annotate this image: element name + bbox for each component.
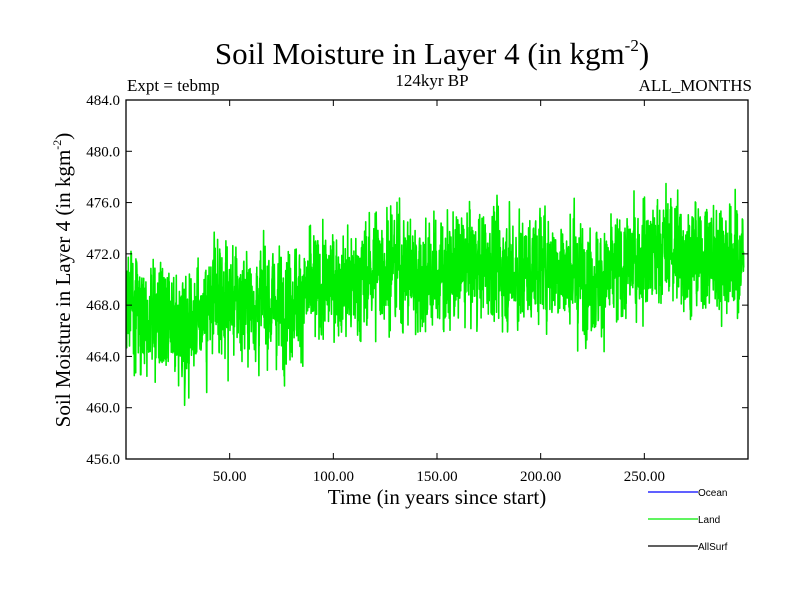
x-tick-label: 200.00 xyxy=(520,469,561,485)
legend: Ocean Land AllSurf xyxy=(648,488,728,553)
y-tick-label: 468.0 xyxy=(86,298,120,314)
y-tick-label: 456.0 xyxy=(86,452,120,468)
y-tick-label: 476.0 xyxy=(86,196,120,212)
y-tick-label: 480.0 xyxy=(86,144,120,160)
x-tick-label: 50.00 xyxy=(213,469,247,485)
y-tick-label: 472.0 xyxy=(86,247,120,263)
plot-area: 456.0 460.0 464.0 468.0 472.0 476.0 480.0 484.0… xyxy=(86,93,749,485)
subtitle-period: 124kyr BP xyxy=(395,71,468,90)
x-tick-label: 250.00 xyxy=(624,469,665,485)
chart-title: Soil Moisture in Layer 4 (in kgm-2) xyxy=(215,36,649,71)
y-axis-label: Soil Moisture in Layer 4 (in kgm-2) xyxy=(50,133,75,428)
x-tick-label: 150.00 xyxy=(416,469,457,485)
series-line-land xyxy=(126,182,745,407)
y-tick-label: 484.0 xyxy=(86,93,120,109)
y-tick-label: 464.0 xyxy=(86,349,120,365)
subtitle-experiment: Expt = tebmp xyxy=(127,76,220,95)
legend-label-ocean: Ocean xyxy=(698,488,727,499)
x-axis-label: Time (in years since start) xyxy=(328,485,547,509)
x-tick-label: 100.00 xyxy=(313,469,354,485)
subtitle-months: ALL_MONTHS xyxy=(639,76,752,95)
legend-label-land: Land xyxy=(698,515,720,526)
y-tick-label: 460.0 xyxy=(86,401,120,417)
legend-label-allsurf: AllSurf xyxy=(698,542,728,553)
